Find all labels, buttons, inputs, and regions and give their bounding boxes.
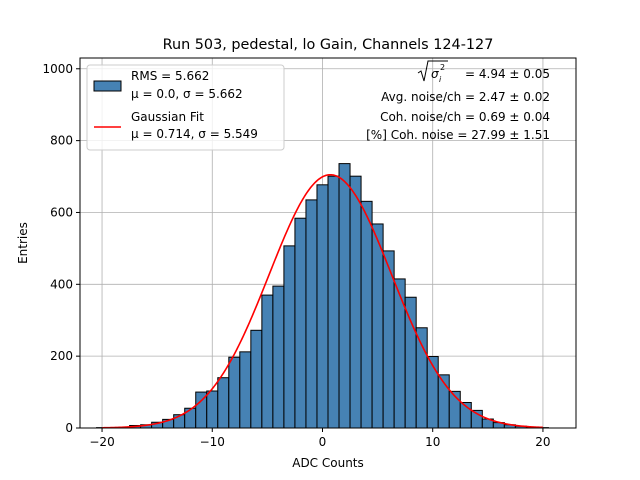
histogram-bar	[294, 217, 307, 429]
x-tick-label: 0	[319, 435, 327, 449]
legend-bar-label-2: μ = 0.0, σ = 5.662	[131, 87, 243, 101]
histogram-bar	[393, 278, 406, 429]
histogram-bar	[261, 294, 274, 429]
histogram-bar	[250, 329, 263, 429]
histogram-bar	[426, 356, 439, 429]
histogram-bar	[415, 327, 428, 429]
y-tick-label: 800	[50, 134, 73, 148]
histogram-bar	[239, 351, 252, 429]
histogram-bar	[360, 200, 373, 429]
annotation-sqrt-sigma: = 4.94 ± 0.05	[465, 67, 550, 81]
histogram-bar	[217, 377, 230, 429]
histogram-bar	[349, 175, 362, 429]
svg-text:i: i	[439, 75, 442, 84]
histogram-bar	[327, 175, 340, 429]
x-axis-label: ADC Counts	[292, 456, 364, 470]
histogram-bar	[283, 245, 296, 429]
plot-frame	[79, 57, 577, 429]
y-tick-label: 0	[65, 421, 73, 435]
legend-fit-label-2: μ = 0.714, σ = 5.549	[131, 127, 258, 141]
y-axis-label: Entries	[16, 222, 30, 264]
histogram-bar	[184, 407, 197, 429]
histogram-bar	[305, 199, 318, 429]
legend-bar-label-1: RMS = 5.662	[131, 69, 209, 83]
chart-title: Run 503, pedestal, lo Gain, Channels 124…	[163, 37, 494, 53]
svg-text:σ: σ	[431, 67, 439, 81]
x-tick-label: 20	[535, 435, 550, 449]
annotation-coh-noise-pct: [%] Coh. noise = 27.99 ± 1.51	[366, 128, 550, 142]
y-tick-label: 1000	[42, 62, 73, 76]
gaussian-fit-line	[102, 173, 543, 429]
x-axis-ticks: −20 −10 0 10 20	[89, 428, 551, 449]
annotations: σ i 2 = 4.94 ± 0.05 Avg. noise/ch = 2.47…	[366, 60, 550, 142]
legend: RMS = 5.662 μ = 0.0, σ = 5.662 Gaussian …	[86, 64, 285, 151]
histogram-bar	[404, 296, 417, 429]
legend-bar-swatch	[93, 80, 122, 92]
histogram-bar	[371, 223, 384, 429]
sqrt-sigma-symbol: σ i 2	[417, 60, 448, 84]
y-tick-label: 600	[50, 205, 73, 219]
legend-fit-label-1: Gaussian Fit	[131, 110, 204, 124]
histogram-bar	[316, 184, 329, 429]
y-tick-label: 400	[50, 277, 73, 291]
x-tick-label: 10	[425, 435, 440, 449]
annotation-avg-noise: Avg. noise/ch = 2.47 ± 0.02	[381, 90, 550, 104]
histogram-bar	[272, 285, 285, 429]
x-tick-label: −20	[89, 435, 114, 449]
x-tick-label: −10	[200, 435, 225, 449]
svg-text:2: 2	[440, 63, 445, 72]
histogram-bars	[96, 163, 549, 429]
histogram-bar	[206, 390, 219, 429]
histogram-bar	[338, 163, 351, 429]
y-tick-label: 200	[50, 349, 73, 363]
legend-box	[86, 64, 285, 151]
annotation-coh-noise: Coh. noise/ch = 0.69 ± 0.04	[380, 110, 550, 124]
y-axis-ticks: 0 200 400 600 800 1000	[42, 62, 80, 435]
histogram-bar	[228, 356, 241, 429]
